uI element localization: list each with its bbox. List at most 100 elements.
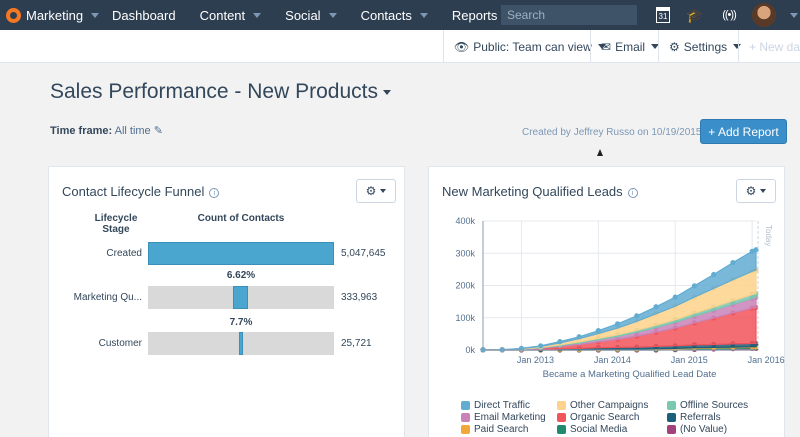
page-title-text: Sales Performance - New Products [50, 80, 378, 103]
data-point[interactable] [691, 283, 698, 289]
y-tick-label: 100k [455, 313, 475, 323]
avatar[interactable] [752, 3, 776, 27]
info-icon[interactable]: i [627, 188, 638, 198]
funnel-bar[interactable] [148, 242, 334, 265]
nav-dashboard-label: Dashboard [112, 7, 176, 23]
new-dashboard-button[interactable]: + New das [738, 30, 800, 63]
y-tick-label: 0k [465, 345, 475, 355]
email-dropdown[interactable]: ✉ Email [590, 30, 669, 63]
area-chart[interactable]: 0k 100k 200k 300k 400k Jan 2013 Jan 2014 Jan 20… [429, 207, 786, 397]
nav-dashboard[interactable]: Dashboard [100, 0, 188, 30]
nav-content-label: Content [199, 7, 246, 23]
brand-menu[interactable]: Marketing [0, 7, 100, 23]
x-tick-label: Jan 2016 [748, 355, 785, 365]
visibility-dropdown[interactable]: 👁 Public: Team can view [443, 30, 616, 63]
y-tick-label: 400k [455, 216, 475, 226]
funnel-count: 333,963 [341, 292, 378, 303]
funnel-title-text: Contact Lifecycle Funnel [62, 184, 205, 199]
legend-label: Social Media [570, 423, 628, 435]
series-area[interactable] [483, 248, 757, 351]
x-tick-label: Jan 2015 [671, 355, 708, 365]
legend-item[interactable]: Referrals [667, 412, 771, 423]
legend-swatch [461, 424, 470, 434]
top-nav: Marketing Dashboard Content Social Conta… [0, 0, 800, 30]
graduation-cap-icon: 🎓 [686, 6, 704, 23]
chart-settings-button[interactable]: ⚙ [736, 179, 776, 203]
data-point[interactable] [653, 304, 659, 310]
add-report-button[interactable]: + Add Report [700, 119, 787, 144]
legend-swatch [461, 400, 470, 410]
legend-label: (No Value) [680, 423, 728, 435]
nav-reports-label: Reports [451, 7, 498, 23]
chevron-down-icon [419, 12, 428, 18]
legend-item[interactable]: Offline Sources [667, 400, 771, 411]
data-point[interactable] [672, 294, 678, 300]
data-point[interactable] [730, 260, 736, 266]
data-point[interactable] [595, 328, 601, 334]
visibility-label: Public: Team can view [473, 39, 592, 54]
legend-item[interactable]: Email Marketing [461, 412, 557, 423]
calendar-button[interactable]: 31 [655, 5, 671, 25]
page-title[interactable]: Sales Performance - New Products [50, 80, 391, 104]
data-point[interactable] [557, 339, 563, 345]
data-point[interactable] [614, 321, 621, 327]
legend-item[interactable]: Paid Search [461, 424, 557, 435]
legend-item[interactable]: Direct Traffic [461, 400, 557, 411]
timeframe[interactable]: Time frame: All time ✎ [50, 124, 163, 137]
brand-label: Marketing [26, 7, 84, 23]
timeframe-value: All time [114, 125, 151, 137]
legend-swatch [557, 400, 566, 410]
nav-social[interactable]: Social [273, 0, 348, 30]
new-dashboard-label: + New das [749, 39, 800, 54]
legend-row: Paid Search Social Media (No Value) [461, 423, 771, 435]
data-point[interactable] [753, 247, 759, 253]
nav-social-label: Social [285, 7, 321, 23]
funnel-conversion: 6.62% [226, 270, 256, 281]
data-point[interactable] [538, 343, 544, 349]
funnel-bar-track [148, 286, 334, 309]
legend-label: Offline Sources [680, 399, 749, 411]
legend-swatch [557, 424, 566, 434]
academy-button[interactable]: 🎓 [686, 5, 704, 25]
email-label: Email [615, 39, 646, 54]
legend-swatch [461, 412, 470, 422]
notifications-button[interactable]: ((•)) [718, 5, 740, 25]
legend-label: Direct Traffic [474, 399, 530, 411]
funnel-title: Contact Lifecycle Funnel i [62, 184, 220, 199]
chevron-down-icon [651, 44, 660, 49]
legend-swatch [557, 412, 566, 422]
leads-chart-title-text: New Marketing Qualified Leads [442, 184, 623, 199]
funnel-count: 5,047,645 [341, 248, 386, 259]
chevron-down-icon [760, 189, 767, 193]
funnel-bar[interactable] [239, 332, 243, 355]
legend-label: Organic Search [570, 411, 640, 423]
settings-dropdown[interactable]: ⚙ Settings [658, 30, 751, 63]
legend-item[interactable]: (No Value) [667, 424, 771, 435]
pencil-icon[interactable]: ✎ [153, 125, 163, 137]
data-point[interactable] [576, 334, 582, 340]
legend-item[interactable]: Social Media [557, 424, 667, 435]
chevron-down-icon [733, 44, 742, 49]
info-icon[interactable]: i [209, 188, 220, 198]
funnel-settings-button[interactable]: ⚙ [356, 179, 396, 203]
settings-label: Settings [683, 39, 728, 54]
column-header-stage: Lifecycle Stage [94, 213, 138, 235]
today-label: Today [764, 225, 773, 246]
search-input[interactable] [501, 5, 637, 25]
x-tick-label: Jan 2013 [517, 355, 554, 365]
nav-content[interactable]: Content [188, 0, 274, 30]
calendar-icon: 31 [656, 7, 670, 23]
sprocket-logo-icon [6, 7, 21, 23]
nav-contacts-label: Contacts [360, 7, 412, 23]
legend-item[interactable]: Organic Search [557, 412, 667, 423]
dashboard-toolbar: 👁 Public: Team can view ✉ Email ⚙ Settin… [0, 30, 800, 63]
nav-contacts[interactable]: Contacts [349, 0, 440, 30]
leads-chart-title: New Marketing Qualified Leads i [442, 184, 638, 199]
funnel-card: Contact Lifecycle Funnel i ⚙ Lifecycle St… [48, 166, 405, 437]
data-point[interactable] [634, 313, 640, 319]
legend-item[interactable]: Other Campaigns [557, 400, 667, 411]
data-point[interactable] [711, 271, 717, 278]
legend-row: Direct Traffic Other Campaigns Offline Sou… [461, 399, 771, 411]
funnel-bar[interactable] [233, 286, 248, 309]
legend-row: Email Marketing Organic Search Referrals [461, 411, 771, 423]
